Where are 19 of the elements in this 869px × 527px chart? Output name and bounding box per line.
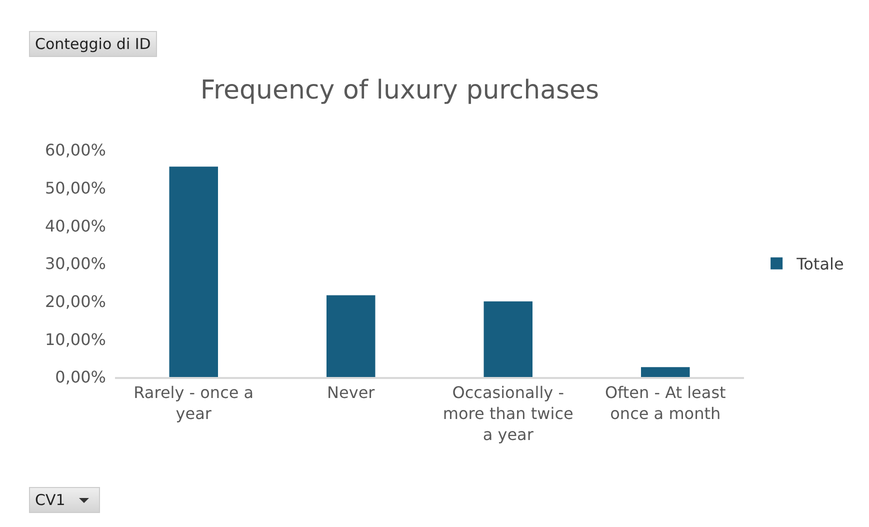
y-tick-label: 40,00% — [44, 216, 106, 236]
bar — [169, 166, 218, 377]
x-tick-label: Occasionally - more than twice a year — [442, 383, 574, 444]
y-tick-label: 10,00% — [44, 330, 106, 349]
bar — [326, 295, 376, 377]
y-tick-label: 60,00% — [44, 140, 106, 160]
x-tick-label: Never — [327, 383, 376, 402]
y-tick-label: 20,00% — [44, 292, 106, 311]
bar — [484, 301, 532, 377]
y-tick-label: 0,00% — [55, 368, 106, 387]
text: CV1 — [35, 491, 66, 509]
y-tick-label: 30,00% — [44, 254, 106, 274]
bar — [641, 367, 690, 377]
legend-label: Totale — [796, 254, 844, 274]
x-tick-label: Rarely - once a year — [134, 383, 254, 423]
text: Conteggio di ID — [35, 35, 151, 53]
chart-title: Frequency of luxury purchases — [200, 76, 600, 106]
x-tick-label: Often - At least once a month — [604, 383, 726, 423]
y-tick-label: 50,00% — [44, 178, 106, 198]
